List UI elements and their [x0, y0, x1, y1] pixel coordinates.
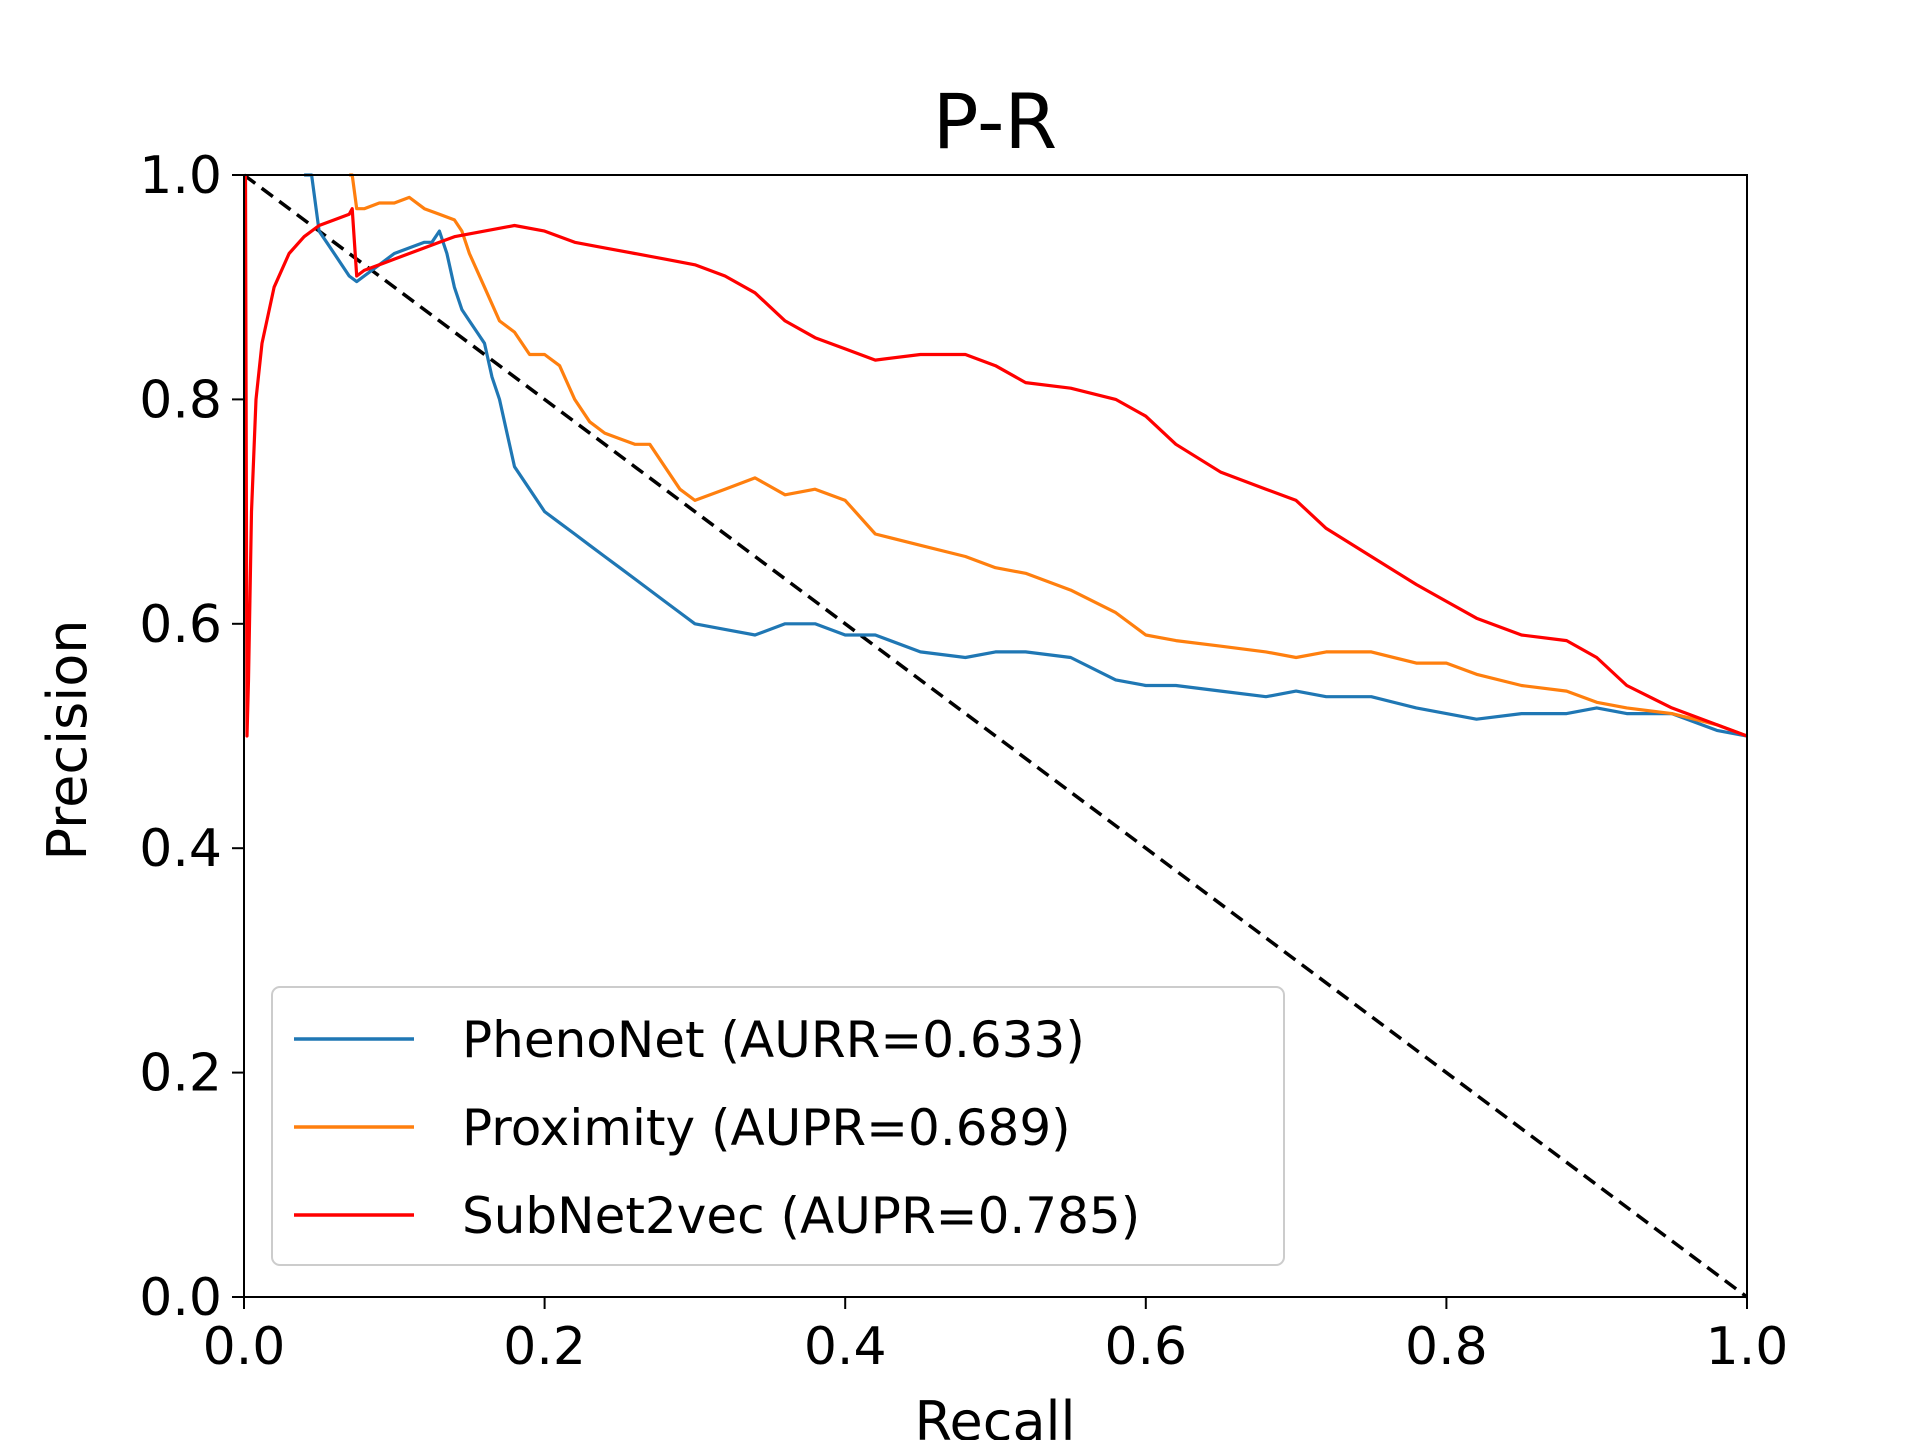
y-tick-label: 0.8	[139, 370, 222, 430]
y-axis-label: Precision	[36, 620, 99, 861]
y-tick-label: 0.6	[139, 595, 222, 655]
plot-frame	[243, 174, 1748, 1298]
legend: PhenoNet (AURR=0.633) Proximity (AUPR=0.6…	[271, 986, 1285, 1266]
x-axis-label: Recall	[914, 1390, 1075, 1440]
legend-box	[271, 986, 1285, 1266]
chart-title: P-R	[933, 77, 1057, 166]
y-tick-label: 0.0	[139, 1268, 222, 1328]
y-tick-label: 1.0	[139, 146, 222, 206]
plot-area: 0.0 0.2 0.4 0.6 0.8 1.0 0.0 0.2 0.4 0.6 0.8 1.0	[139, 146, 1788, 1377]
series-line-1	[304, 173, 1748, 738]
legend-label-2: Proximity (AUPR=0.689)	[462, 1099, 1071, 1157]
x-tick-label: 0.8	[1405, 1317, 1488, 1377]
series-line-3	[244, 174, 1748, 738]
series-line-2	[349, 173, 1748, 738]
x-tick-label: 0.4	[804, 1317, 887, 1377]
x-tick-label: 0.0	[203, 1317, 286, 1377]
reference-diagonal-line	[242, 173, 1749, 1299]
legend-label-1: PhenoNet (AURR=0.633)	[462, 1011, 1085, 1069]
x-tick-label: 0.6	[1104, 1317, 1187, 1377]
y-tick-label: 0.4	[139, 819, 222, 879]
legend-label-3: SubNet2vec (AUPR=0.785)	[462, 1187, 1140, 1245]
x-tick-label: 0.2	[503, 1317, 586, 1377]
x-tick-label: 1.0	[1706, 1317, 1789, 1377]
y-tick-label: 0.2	[139, 1044, 222, 1104]
